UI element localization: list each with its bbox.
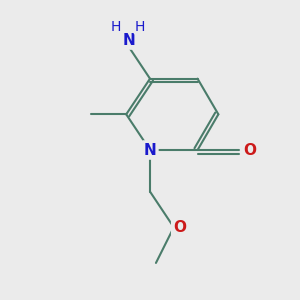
Text: H: H: [134, 20, 145, 34]
Text: N: N: [123, 32, 136, 47]
Text: N: N: [144, 142, 156, 158]
Text: H: H: [111, 20, 121, 34]
Text: O: O: [173, 220, 186, 235]
Text: O: O: [243, 142, 256, 158]
